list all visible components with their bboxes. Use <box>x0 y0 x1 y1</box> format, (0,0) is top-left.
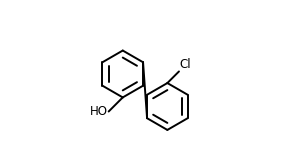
Text: Cl: Cl <box>180 58 191 71</box>
Text: HO: HO <box>89 105 107 118</box>
